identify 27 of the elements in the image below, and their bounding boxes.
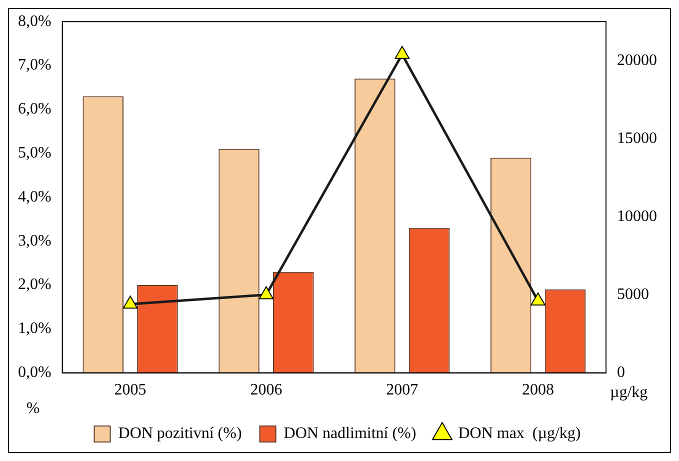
y2-tick-label: 5000 bbox=[617, 286, 649, 303]
y-axis-title: % bbox=[26, 400, 40, 418]
y-tick-label: 3,0% bbox=[18, 232, 52, 250]
y2-tick-label: 15000 bbox=[617, 130, 657, 147]
x-tick-label: 2005 bbox=[114, 382, 146, 399]
point bbox=[122, 296, 138, 309]
legend-label: DON pozitivní (%) bbox=[118, 425, 242, 442]
point bbox=[394, 46, 410, 59]
y2-tick-label: 0 bbox=[617, 364, 625, 382]
point bbox=[530, 292, 546, 306]
y2-tick-label: 20000 bbox=[617, 52, 657, 69]
y-tick-label: 8,0% bbox=[18, 12, 52, 30]
x-tick-label: 2007 bbox=[386, 382, 418, 399]
y-tick-label: 2,0% bbox=[18, 276, 52, 294]
y-tick-label: 6,0% bbox=[18, 100, 52, 118]
y-tick-label: 5,0% bbox=[18, 144, 52, 162]
x-tick-label: 2006 bbox=[250, 382, 282, 399]
point bbox=[258, 286, 274, 300]
y-tick-label: 1,0% bbox=[18, 320, 52, 338]
y2-tick-label: 10000 bbox=[617, 208, 657, 225]
y-tick-label: 7,0% bbox=[18, 56, 52, 74]
x-tick-label: 2008 bbox=[522, 382, 554, 399]
y2-axis-title: µg/kg bbox=[610, 384, 648, 402]
legend-label: DON max (µg/kg) bbox=[458, 425, 581, 442]
y-tick-label: 4,0% bbox=[18, 188, 52, 206]
y-tick-label: 0,0% bbox=[18, 364, 52, 382]
legend-label: DON nadlimitní (%) bbox=[284, 425, 416, 442]
